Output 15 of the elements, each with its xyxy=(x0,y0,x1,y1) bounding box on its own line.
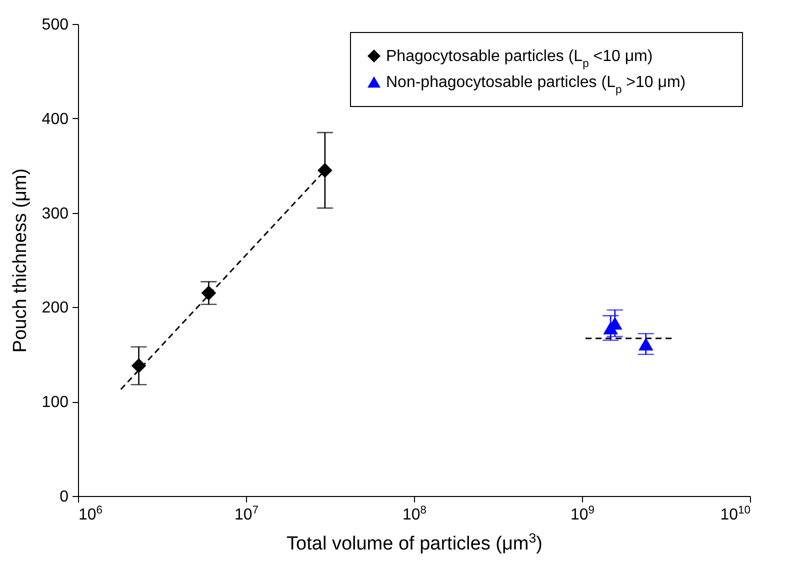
y-tick-label: 0 xyxy=(60,488,69,506)
legend-label: Non-phagocytosable particles (L$_{p}$ >10 μm) xyxy=(386,74,686,96)
x-tick-label: 10$^{6}$ xyxy=(78,504,103,524)
x-tick-label: 10$^{9}$ xyxy=(570,504,595,524)
y-tick-label: 400 xyxy=(42,110,69,128)
y-axis-title: Pouch thichness (μm) xyxy=(10,168,31,353)
y-tick-label: 500 xyxy=(42,16,69,34)
y-tick-label: 300 xyxy=(42,205,69,222)
x-tick-label: 10$^{10}$ xyxy=(720,504,750,524)
y-tick-label: 200 xyxy=(42,300,69,317)
y-tick-label: 100 xyxy=(42,394,69,412)
x-axis-title: Total volume of particles (μm$^{3}$) xyxy=(286,530,542,554)
x-tick-label: 10$^{8}$ xyxy=(402,504,427,524)
legend-label: Phagocytosable particles (L$_{p}$ <10 μm) xyxy=(386,48,653,70)
x-tick-label: 10$^{7}$ xyxy=(234,504,259,524)
